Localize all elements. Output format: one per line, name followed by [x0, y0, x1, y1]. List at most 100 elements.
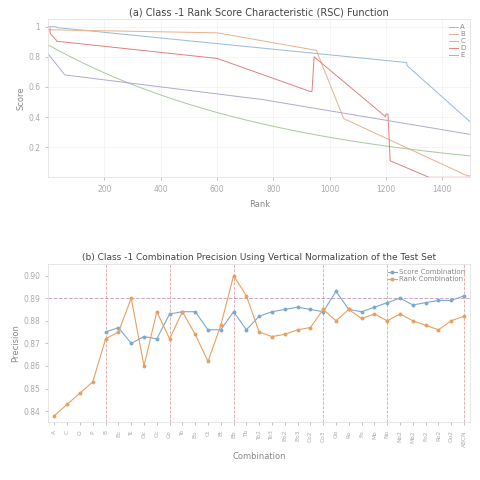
- D: [468, 174, 473, 180]
- Score Combination: [333, 288, 339, 294]
- D: [78, 41, 84, 47]
- Rank Combination: [333, 318, 339, 324]
- Score Combination: [231, 309, 237, 314]
- Score Combination: [180, 309, 185, 314]
- Y-axis label: Score: Score: [16, 86, 25, 110]
- B: [241, 35, 247, 40]
- Rank Combination: [410, 318, 416, 324]
- Rank Combination: [64, 401, 70, 407]
- D: [95, 43, 101, 48]
- Rank Combination: [448, 318, 454, 324]
- Score Combination: [192, 309, 198, 314]
- Score Combination: [128, 340, 134, 346]
- Score Combination: [435, 298, 441, 303]
- E: [286, 101, 291, 107]
- Rank Combination: [51, 413, 57, 419]
- Rank Combination: [90, 379, 96, 384]
- A: [78, 27, 84, 33]
- Rank Combination: [308, 324, 313, 330]
- E: [78, 74, 84, 80]
- D: [233, 62, 239, 68]
- E: [225, 92, 230, 98]
- Title: (a) Class -1 Rank Score Characteristic (RSC) Function: (a) Class -1 Rank Score Characteristic (…: [129, 7, 389, 17]
- Rank Combination: [256, 329, 262, 335]
- Score Combination: [103, 329, 108, 335]
- E: [233, 94, 239, 99]
- C: [225, 112, 230, 118]
- B: [225, 32, 230, 37]
- E: [468, 132, 473, 137]
- A: [468, 119, 473, 125]
- Rank Combination: [423, 323, 429, 328]
- Rank Combination: [397, 311, 403, 317]
- Score Combination: [141, 334, 147, 339]
- Legend: A, B, C, D, E: A, B, C, D, E: [448, 23, 467, 60]
- E: [241, 95, 247, 100]
- E: [46, 51, 51, 57]
- B: [78, 27, 84, 33]
- Rank Combination: [103, 336, 108, 342]
- A: [95, 29, 101, 35]
- Line: A: A: [48, 27, 470, 122]
- Score Combination: [295, 304, 300, 310]
- Line: Rank Combination: Rank Combination: [53, 275, 465, 417]
- Score Combination: [320, 309, 326, 314]
- C: [468, 153, 473, 159]
- Line: C: C: [48, 45, 470, 156]
- Title: (b) Class -1 Combination Precision Using Vertical Normalization of the Test Set: (b) Class -1 Combination Precision Using…: [82, 253, 436, 262]
- Score Combination: [167, 311, 172, 317]
- Rank Combination: [154, 309, 160, 314]
- Rank Combination: [77, 390, 83, 396]
- D: [286, 81, 291, 87]
- Score Combination: [282, 307, 288, 312]
- B: [95, 28, 101, 34]
- D: [426, 174, 432, 180]
- Rank Combination: [372, 311, 377, 317]
- D: [225, 59, 230, 65]
- Rank Combination: [180, 309, 185, 314]
- Score Combination: [448, 298, 454, 303]
- A: [225, 42, 230, 48]
- A: [241, 43, 247, 49]
- A: [233, 43, 239, 48]
- Rank Combination: [192, 331, 198, 337]
- B: [465, 173, 470, 179]
- Score Combination: [256, 313, 262, 319]
- Score Combination: [154, 336, 160, 342]
- Line: E: E: [48, 54, 470, 134]
- C: [241, 117, 247, 122]
- Rank Combination: [218, 323, 224, 328]
- Rank Combination: [282, 331, 288, 337]
- Rank Combination: [167, 336, 172, 342]
- C: [78, 59, 84, 65]
- Score Combination: [205, 327, 211, 333]
- E: [95, 76, 101, 82]
- Score Combination: [410, 302, 416, 308]
- Score Combination: [269, 309, 275, 314]
- B: [468, 173, 473, 179]
- Score Combination: [397, 295, 403, 301]
- Rank Combination: [435, 327, 441, 333]
- Legend: Score Combination, Rank Combination: Score Combination, Rank Combination: [387, 268, 467, 284]
- Score Combination: [243, 327, 249, 333]
- A: [286, 48, 291, 54]
- D: [241, 65, 247, 71]
- Score Combination: [372, 304, 377, 310]
- Score Combination: [423, 300, 429, 306]
- Rank Combination: [295, 327, 300, 333]
- C: [95, 67, 101, 73]
- B: [46, 24, 51, 30]
- Rank Combination: [359, 316, 364, 322]
- Score Combination: [308, 307, 313, 312]
- X-axis label: Rank: Rank: [249, 200, 270, 208]
- Rank Combination: [243, 293, 249, 299]
- Score Combination: [218, 327, 224, 333]
- C: [233, 115, 239, 120]
- C: [46, 42, 51, 48]
- Line: D: D: [48, 30, 470, 177]
- D: [46, 27, 51, 33]
- Score Combination: [384, 300, 390, 306]
- Rank Combination: [384, 318, 390, 324]
- A: [46, 24, 51, 30]
- X-axis label: Combination: Combination: [232, 452, 286, 461]
